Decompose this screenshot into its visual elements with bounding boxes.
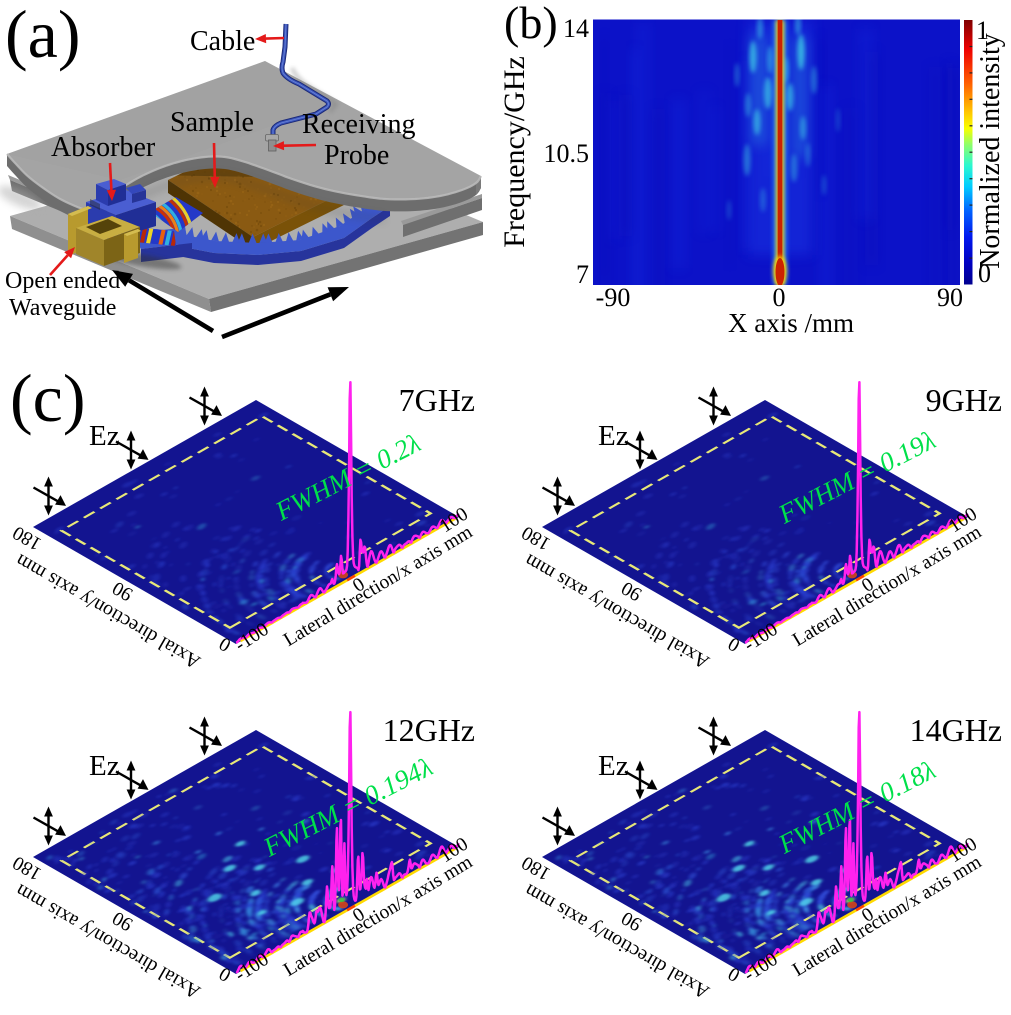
svg-text:Receiving: Receiving — [302, 109, 416, 140]
svg-text:14: 14 — [563, 14, 589, 43]
svg-text:90: 90 — [937, 283, 963, 312]
svg-text:(a): (a) — [5, 0, 80, 72]
svg-text:Waveguide: Waveguide — [9, 295, 116, 321]
svg-text:-90: -90 — [596, 283, 631, 312]
svg-text:Sample: Sample — [170, 107, 254, 138]
svg-text:Cable: Cable — [190, 26, 255, 57]
svg-text:10.5: 10.5 — [544, 139, 590, 168]
svg-text:0: 0 — [773, 283, 786, 312]
svg-text:1: 1 — [976, 16, 989, 45]
svg-text:Frequency/GHz: Frequency/GHz — [498, 56, 531, 248]
svg-text:Normalized intensity: Normalized intensity — [975, 33, 1006, 269]
svg-text:7GHz: 7GHz — [399, 382, 475, 418]
svg-text:(b): (b) — [504, 0, 558, 48]
svg-text:(c): (c) — [10, 360, 85, 436]
svg-text:14GHz: 14GHz — [910, 712, 1002, 748]
svg-text:Open ended: Open ended — [5, 268, 120, 294]
svg-text:7: 7 — [576, 260, 589, 289]
svg-text:X axis /mm: X axis /mm — [728, 308, 854, 338]
svg-text:Probe: Probe — [324, 140, 389, 171]
svg-text:9GHz: 9GHz — [926, 382, 1002, 418]
svg-text:12GHz: 12GHz — [383, 712, 475, 748]
svg-text:Absorber: Absorber — [51, 132, 156, 163]
svg-text:0: 0 — [978, 259, 991, 288]
